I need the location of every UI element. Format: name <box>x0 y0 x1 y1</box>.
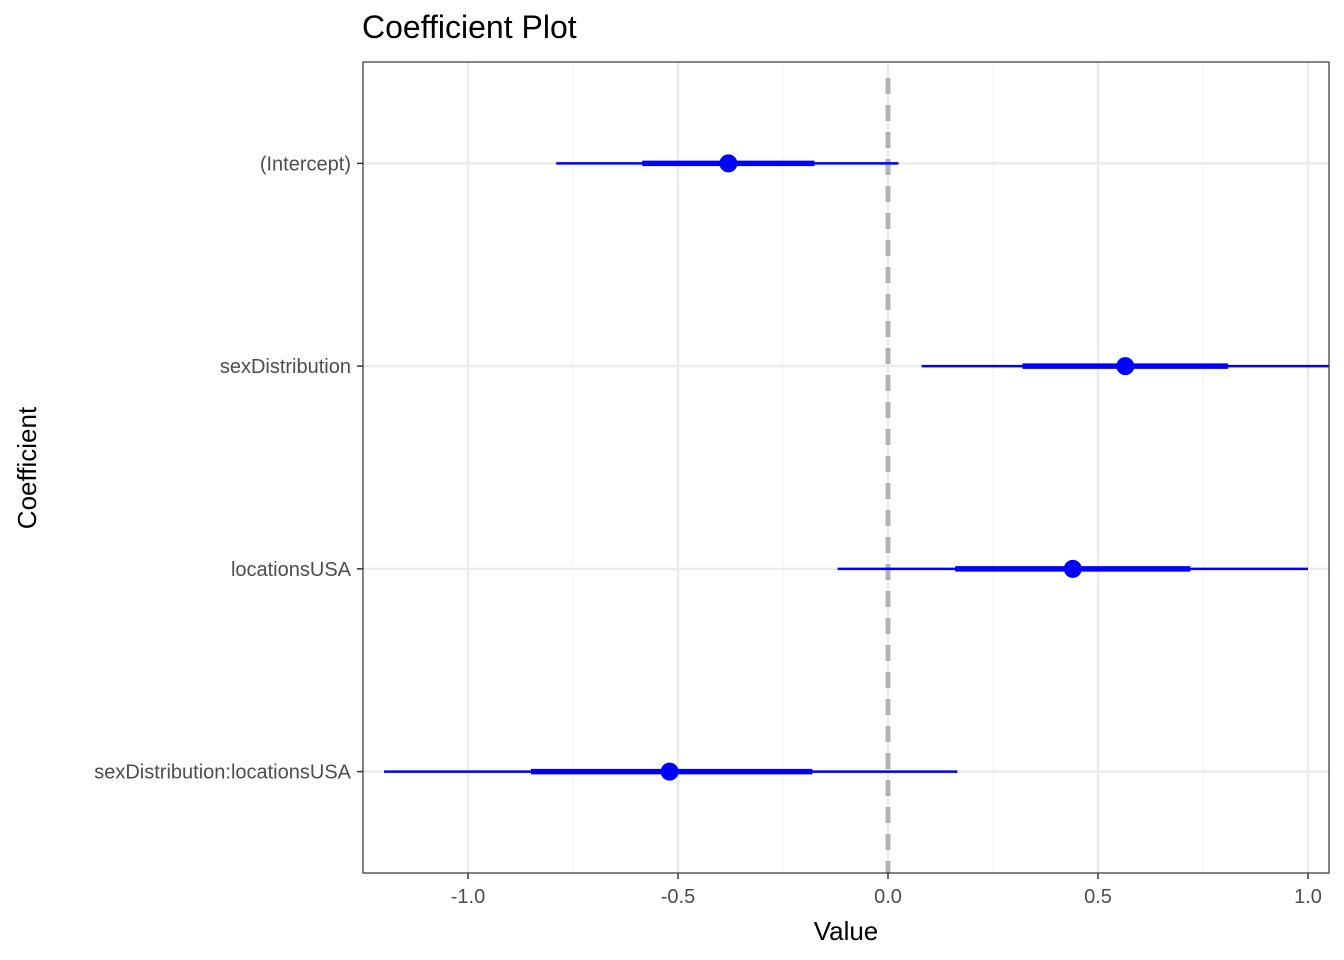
y-tick-label: sexDistribution:locationsUSA <box>94 762 351 784</box>
coefficient-point <box>1116 357 1135 376</box>
x-tick-label: -1.0 <box>451 886 485 908</box>
y-tick-label: sexDistribution <box>220 356 351 378</box>
coefficient-marks <box>384 154 1329 781</box>
y-axis: sexDistribution:locationsUSA locationsUSA… <box>94 153 363 784</box>
coefficient-point <box>660 762 679 781</box>
y-axis-title: Coefficient <box>12 406 42 529</box>
coefficient-point <box>1063 559 1082 578</box>
x-tick-label: 0.5 <box>1084 886 1112 908</box>
chart-title: Coefficient Plot <box>362 9 577 45</box>
grid-lines <box>362 62 1329 873</box>
x-tick-label: 0.0 <box>874 886 902 908</box>
x-axis: -1.0 -0.5 0.0 0.5 1.0 <box>451 873 1322 908</box>
y-tick-label: (Intercept) <box>260 153 351 175</box>
x-axis-title: Value <box>814 916 879 946</box>
x-tick-label: 1.0 <box>1294 886 1322 908</box>
panel-border <box>362 61 1330 874</box>
x-tick-label: -0.5 <box>661 886 695 908</box>
y-tick-label: locationsUSA <box>231 559 352 581</box>
coefficient-point <box>719 154 738 173</box>
